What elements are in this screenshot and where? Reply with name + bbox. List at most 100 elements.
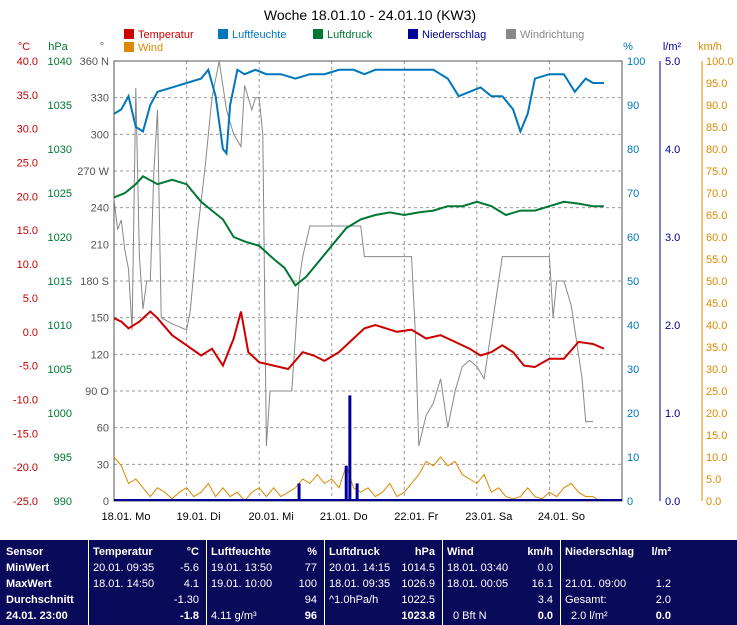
- divider: [206, 540, 207, 625]
- tick-label-pressure: 1035: [48, 100, 72, 112]
- max-label: MaxWert: [6, 578, 52, 590]
- tick-label-wind: 80.0: [706, 144, 727, 156]
- tick-label-wind: 85.0: [706, 122, 727, 134]
- tick-label-direction: 150: [91, 313, 109, 325]
- tick-label-wind: 90.0: [706, 100, 727, 112]
- humidity-header: Luftfeuchte: [211, 546, 271, 558]
- min-label: MinWert: [6, 562, 50, 574]
- humidity-current: 96: [304, 610, 317, 622]
- x-tick-label: 22.01. Fr: [394, 511, 438, 523]
- tick-label-temp: -5.0: [19, 361, 38, 373]
- tick-label-humidity: 50: [627, 276, 639, 288]
- temp-max-value: 4.1: [183, 578, 199, 590]
- temp-current: -1.8: [180, 610, 199, 622]
- tick-label-temp: 20.0: [17, 191, 38, 203]
- tick-label-temp: 0.0: [23, 327, 38, 339]
- pressure-header: Luftdruck: [329, 546, 380, 558]
- tick-label-humidity: 60: [627, 232, 639, 244]
- legend-swatch: [506, 29, 516, 39]
- tick-label-rain: 1.0: [665, 408, 680, 420]
- tick-label-wind: 75.0: [706, 166, 727, 178]
- legend-swatch: [218, 29, 228, 39]
- wind-average: 3.4: [537, 594, 553, 606]
- humidity-column: Luftfeuchte% 19.01. 13:50 77 19.01. 10:00…: [211, 544, 321, 624]
- wind-unit: km/h: [527, 546, 553, 558]
- legend: Temperatur Luftfeuchte Luftdruck Niederschl…: [124, 29, 584, 54]
- series-line-windrichtung: [113, 60, 593, 447]
- legend-label: Luftfeuchte: [232, 29, 286, 41]
- wind-min-time: 18.01. 03:40: [447, 562, 509, 574]
- tick-label-direction: 60: [97, 423, 109, 435]
- x-tick-label: 18.01. Mo: [102, 511, 151, 523]
- tick-label-humidity: 80: [627, 144, 639, 156]
- temperature-column: Temperatur °C 20.01. 09:35 -5.6 18.01. 14:…: [93, 544, 203, 624]
- pressure-min-time: 20.01. 14:15: [329, 562, 391, 574]
- temp-header: Temperatur: [93, 546, 153, 558]
- tick-label-pressure: 1000: [48, 408, 72, 420]
- tick-label-direction: 270 W: [77, 166, 109, 178]
- tick-label-rain: 4.0: [665, 144, 680, 156]
- tick-label-humidity: 20: [627, 408, 639, 420]
- tick-label-temp: 40.0: [17, 56, 38, 68]
- wind-header: Wind: [447, 546, 474, 558]
- tick-label-direction: 30: [97, 459, 109, 471]
- rain-unit: l/m²: [651, 546, 671, 558]
- tick-label-humidity: 100: [627, 56, 645, 68]
- tick-label-direction: 0: [103, 496, 109, 508]
- tick-label-pressure: 1015: [48, 276, 72, 288]
- tick-label-humidity: 40: [627, 320, 639, 332]
- legend-swatch: [124, 29, 134, 39]
- tick-label-temp: -15.0: [13, 428, 38, 440]
- tick-label-pressure: 1025: [48, 188, 72, 200]
- humidity-unit: %: [307, 546, 317, 558]
- grid: [113, 60, 623, 502]
- absolute-humidity: 4.11 g/m³: [211, 610, 257, 622]
- rain-rate: 2.0 l/m²: [571, 610, 608, 622]
- series-line-luftdruck: [113, 175, 604, 287]
- avg-label: Durchschnitt: [6, 594, 74, 606]
- tick-label-humidity: 30: [627, 364, 639, 376]
- pressure-max-time: 18.01. 09:35: [329, 578, 391, 590]
- humidity-min-time: 19.01. 13:50: [211, 562, 273, 574]
- tick-label-wind: 35.0: [706, 342, 727, 354]
- tick-label-pressure: 1010: [48, 320, 72, 332]
- tick-label-wind: 10.0: [706, 452, 727, 464]
- summary-table: Sensor MinWert MaxWert Durchschnitt 24.0…: [0, 540, 737, 625]
- humidity-max-time: 19.01. 10:00: [211, 578, 273, 590]
- tick-label-direction: 240: [91, 203, 109, 215]
- tick-label-pressure: 995: [54, 452, 72, 464]
- axis-unit-temp: °C: [18, 41, 30, 53]
- legend-swatch: [124, 42, 134, 52]
- tick-label-wind: 30.0: [706, 364, 727, 376]
- series-line-luftfeuchte: [113, 67, 604, 156]
- tick-label-wind: 55.0: [706, 254, 727, 266]
- pressure-unit: hPa: [414, 546, 435, 558]
- tick-label-wind: 95.0: [706, 78, 727, 90]
- tick-label-pressure: 1040: [48, 56, 72, 68]
- tick-label-direction: 300: [91, 129, 109, 141]
- tick-label-wind: 60.0: [706, 232, 727, 244]
- tick-label-temp: 15.0: [17, 225, 38, 237]
- sensor-column: Sensor MinWert MaxWert Durchschnitt 24.0…: [6, 544, 86, 624]
- divider: [442, 540, 443, 625]
- tick-label-wind: 25.0: [706, 386, 727, 398]
- legend-swatch: [408, 29, 418, 39]
- tick-label-temp: 35.0: [17, 90, 38, 102]
- humidity-min-value: 77: [304, 562, 317, 574]
- tick-label-wind: 40.0: [706, 320, 727, 332]
- tick-label-direction: 90 O: [85, 386, 109, 398]
- tick-label-wind: 70.0: [706, 188, 727, 200]
- rain-max-value: 1.2: [655, 578, 671, 590]
- tick-label-wind: 100.0: [706, 56, 734, 68]
- rain-column: Niederschlag l/m² 21.01. 09:00 1.2 Gesamt:…: [565, 544, 675, 624]
- tick-label-humidity: 0: [627, 496, 633, 508]
- tick-label-humidity: 70: [627, 188, 639, 200]
- tick-label-wind: 0.0: [706, 496, 721, 508]
- rain-total-label: Gesamt:: [565, 594, 607, 606]
- axes: 40.0 35.0 30.0 25.0 20.0 15.0 10.0 5.0 0.0 -5.0 -1…: [13, 56, 734, 508]
- humidity-average: 94: [304, 594, 317, 606]
- tick-label-wind: 20.0: [706, 408, 727, 420]
- x-axis-labels: 18.01. Mo 19.01. Di 20.01. Mi 21.01. Do 22.0…: [102, 511, 585, 523]
- legend-label: Temperatur: [138, 29, 194, 41]
- tick-label-wind: 50.0: [706, 276, 727, 288]
